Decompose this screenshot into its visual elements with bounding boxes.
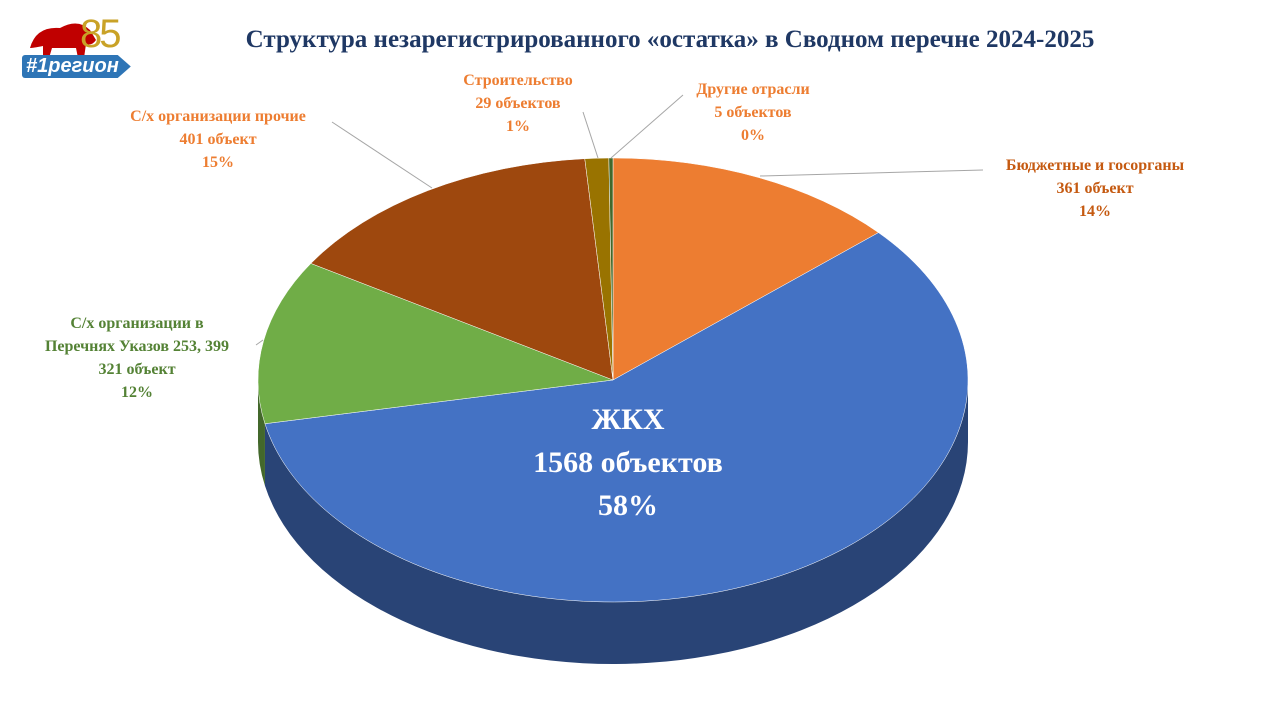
percent-label: 14% [1079, 203, 1111, 220]
category-label: С/х организации прочие [130, 108, 306, 125]
percent-label: 15% [201, 154, 234, 171]
value-label: 321 объект [98, 361, 176, 378]
pie-slice [608, 157, 614, 381]
data-label: С/х организации в Перечнях Указов 253, 3… [45, 312, 229, 404]
data-label: Бюджетные и госорганы 361 объект 14% [1006, 154, 1184, 223]
slice-side [264, 380, 969, 664]
leader-line [331, 121, 433, 189]
chart-title: Структура незарегистрированного «остатка… [245, 26, 1095, 53]
category-label: С/х организации в Перечнях Указов 253, 3… [44, 315, 230, 355]
value-label: 401 объект [179, 131, 257, 148]
slice-side [258, 380, 265, 486]
value-label: 1568 объектов [533, 446, 723, 479]
percent-label: 12% [121, 384, 153, 401]
pie-slice [264, 232, 969, 603]
pie-slice [257, 263, 614, 425]
data-label: ЖКХ 1568 объектов 58% [533, 398, 723, 527]
percent-label: 1% [506, 118, 530, 135]
logo-bison [30, 23, 96, 59]
value-label: 361 объект [1056, 180, 1134, 197]
percent-label: 0% [740, 127, 765, 144]
leader-line [610, 94, 684, 159]
logo-badge: 85 [80, 12, 121, 56]
leader-line [582, 111, 599, 159]
category-label: Бюджетные и госорганы [1005, 157, 1185, 174]
value-label: 5 объектов [714, 104, 792, 121]
data-label: Строительство 29 объектов 1% [463, 69, 572, 138]
data-label: С/х организации прочие 401 объект 15% [130, 105, 306, 174]
data-label: Другие отрасли 5 объектов 0% [696, 78, 809, 147]
category-label: Другие отрасли [696, 81, 810, 98]
pie-slice [612, 157, 879, 381]
leader-line [255, 339, 264, 346]
value-label: 29 объектов [475, 95, 561, 112]
percent-label: 58% [597, 489, 658, 522]
pie-slice [310, 158, 614, 381]
category-label: Строительство [463, 72, 573, 89]
leader-line [759, 169, 984, 177]
category-label: ЖКХ [591, 403, 665, 436]
logo-text: #1регион [22, 55, 131, 78]
